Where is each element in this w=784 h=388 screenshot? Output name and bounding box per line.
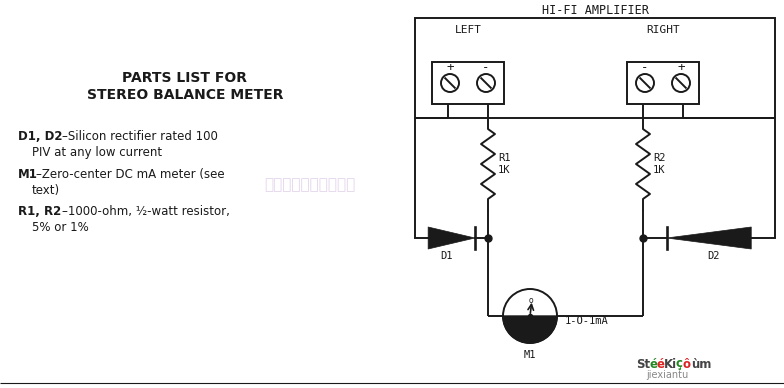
Text: HI-FI AMPLIFIER: HI-FI AMPLIFIER (542, 3, 648, 17)
Text: PIV at any low current: PIV at any low current (32, 146, 162, 159)
Text: –Silicon rectifier rated 100: –Silicon rectifier rated 100 (62, 130, 218, 143)
Text: +: + (677, 62, 684, 74)
Text: PARTS LIST FOR: PARTS LIST FOR (122, 71, 248, 85)
Text: R1, R2: R1, R2 (18, 205, 61, 218)
Text: R2
1K: R2 1K (653, 153, 666, 175)
Circle shape (636, 74, 654, 92)
Text: text): text) (32, 184, 60, 197)
Text: -: - (641, 62, 648, 74)
Circle shape (672, 74, 690, 92)
Text: R1
1K: R1 1K (498, 153, 510, 175)
Bar (627, 62, 699, 104)
Text: é: é (657, 357, 665, 371)
Text: -: - (482, 62, 490, 74)
Text: jiexiantu: jiexiantu (646, 370, 688, 380)
Text: –1000-ohm, ½-watt resistor,: –1000-ohm, ½-watt resistor, (62, 205, 230, 218)
Polygon shape (428, 227, 475, 249)
Circle shape (441, 74, 459, 92)
Text: o: o (528, 296, 533, 305)
Bar (432, 62, 504, 104)
Circle shape (477, 74, 495, 92)
Polygon shape (503, 316, 557, 343)
Text: ô: ô (683, 357, 691, 371)
Text: RIGHT: RIGHT (646, 25, 680, 35)
Text: M1: M1 (18, 168, 38, 181)
Bar (415, 18, 775, 118)
Text: D1: D1 (441, 251, 452, 261)
Text: STEREO BALANCE METER: STEREO BALANCE METER (87, 88, 283, 102)
Circle shape (503, 289, 557, 343)
Text: +: + (446, 62, 454, 74)
Text: Ki: Ki (664, 357, 677, 371)
Text: LEFT: LEFT (455, 25, 481, 35)
Text: ùm: ùm (691, 357, 711, 371)
Text: M1: M1 (524, 350, 536, 360)
Text: é: é (650, 357, 658, 371)
Text: D1, D2: D1, D2 (18, 130, 63, 143)
Text: D2: D2 (708, 251, 720, 261)
Polygon shape (666, 227, 751, 249)
Text: 杭州特睹科技有限公司: 杭州特睹科技有限公司 (264, 177, 356, 192)
Text: –Zero-center DC mA meter (see: –Zero-center DC mA meter (see (36, 168, 225, 181)
Text: ç: ç (676, 357, 683, 371)
Text: St: St (636, 357, 650, 371)
Text: 1-O-1mA: 1-O-1mA (565, 316, 608, 326)
Text: 5% or 1%: 5% or 1% (32, 221, 89, 234)
